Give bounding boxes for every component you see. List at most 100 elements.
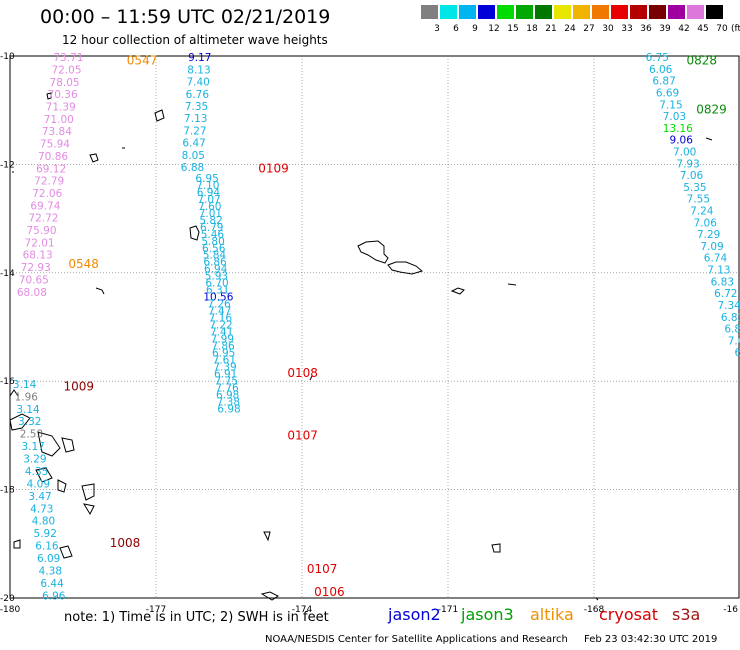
color-scale-swatch [421, 5, 438, 19]
wave-height-value: 6.94 [197, 187, 221, 199]
color-scale-label: 39 [659, 24, 671, 34]
color-scale-label: 36 [640, 24, 652, 34]
wave-height-value: 6.44 [40, 578, 64, 590]
color-scale-swatch [440, 5, 457, 19]
lat-tick-label: -12 [0, 160, 15, 170]
wave-height-value: 7.38 [217, 396, 240, 408]
wave-height-value: 7.01 [199, 208, 222, 220]
lat-tick-label: -20 [0, 594, 15, 604]
color-scale-swatch [706, 5, 723, 19]
wave-height-value: 6.79 [200, 222, 223, 234]
wave-height-value: 7.86 [211, 340, 235, 352]
wave-height-value: 6.98 [216, 389, 239, 401]
altimeter-tracks: 73.7172.0578.0570.3671.3971.0073.8475.94… [13, 52, 740, 602]
wave-height-value: 6.76 [186, 89, 210, 101]
island-fiji-4 [35, 467, 53, 483]
wave-height-value: 4.73 [30, 503, 53, 515]
color-scale-label: 12 [488, 24, 500, 34]
wave-height-value: 7.22 [209, 320, 232, 332]
wave-height-value: 4.35 [25, 466, 48, 478]
wave-height-value: 7.26 [207, 299, 231, 311]
wave-height-value: 71.39 [46, 101, 76, 113]
wave-height-value: 7.13 [707, 265, 730, 277]
generated-timestamp: Feb 23 03:42:30 UTC 2019 [584, 634, 718, 645]
island-savaii [357, 240, 389, 264]
pass-time-label: 0828 [686, 53, 717, 67]
wave-height-value: 6.95 [212, 347, 235, 359]
island-e-2 [595, 597, 599, 601]
lat-tick-label: -18 [0, 486, 15, 496]
color-scale-swatch [535, 5, 552, 19]
color-scale-swatch [459, 5, 476, 19]
color-scale-label: 24 [564, 24, 576, 34]
color-scale-label: 42 [678, 24, 690, 34]
wave-height-value: 68.13 [23, 250, 53, 262]
lat-tick-label: -14 [0, 269, 15, 279]
wave-height-value: 7.27 [183, 125, 206, 137]
wave-height-value: 7.09 [700, 241, 723, 253]
wave-height-value: 75.94 [40, 139, 70, 151]
wave-height-value: 6.8 [735, 347, 740, 359]
color-scale-label: 45 [697, 24, 709, 34]
wave-height-value: 6.72 [714, 288, 737, 300]
wave-height-value: 72.79 [34, 176, 64, 188]
wave-height-value: 72.01 [25, 237, 55, 249]
footnote: note: 1) Time is in UTC; 2) SWH is in fe… [64, 610, 329, 625]
wave-height-value: 7.13 [184, 113, 207, 125]
island-nw-2 [89, 153, 99, 163]
wave-height-value: 7.41 [210, 327, 233, 339]
color-scale-label: 33 [621, 24, 633, 34]
wave-height-value: 7.60 [198, 201, 221, 213]
wave-height-value: 3.47 [28, 491, 51, 503]
wave-height-value: 7.40 [186, 77, 209, 89]
color-scale-label: 9 [472, 24, 478, 34]
lon-tick-label: -171 [438, 605, 458, 615]
wave-height-value: 70.36 [48, 89, 78, 101]
island-upolu [387, 261, 424, 275]
wave-height-value: 6.86 [203, 257, 227, 269]
wave-height-value: 72.93 [21, 262, 51, 274]
color-scale-swatch [611, 5, 628, 19]
wave-height-value: 1.96 [15, 391, 39, 403]
island-tonga-2 [260, 591, 279, 601]
wave-height-value: 6.69 [656, 87, 679, 99]
wave-height-value: 69.12 [36, 163, 66, 175]
map-frame [9, 55, 740, 599]
wave-height-value: 7.03 [663, 111, 686, 123]
wave-height-value: 7.00 [673, 147, 696, 159]
wave-height-value: 6.06 [649, 64, 673, 76]
pass-time-label: 0829 [696, 103, 727, 117]
wave-height-value: 5.92 [34, 528, 57, 540]
color-scale-swatch [630, 5, 647, 19]
wave-height-value: 72.06 [32, 188, 62, 200]
wave-height-value: 5.35 [683, 182, 706, 194]
lat-tick-label: -10 [0, 52, 15, 62]
wave-height-value: 78.05 [50, 77, 80, 89]
wave-height-value: 6.74 [704, 253, 728, 265]
island-fiji-9 [59, 545, 73, 559]
color-scale-label: 15 [507, 24, 519, 34]
wave-height-value: 4.80 [32, 516, 55, 528]
wave-height-value: 13.16 [663, 123, 693, 135]
color-scale-label: 30 [602, 24, 614, 34]
wave-height-value: 6.09 [37, 553, 60, 565]
color-scale-swatch [573, 5, 590, 19]
wave-height-value: 3.17 [21, 441, 44, 453]
pass-time-label: 0548 [68, 257, 99, 271]
island-fiji-5 [57, 479, 67, 493]
wave-height-value: 6.47 [182, 138, 205, 150]
wave-height-value: 7.55 [687, 194, 710, 206]
credit-line: NOAA/NESDIS Center for Satellite Applica… [265, 634, 568, 645]
wave-height-value: 8.13 [187, 64, 210, 76]
wave-height-value: 6.96 [42, 590, 66, 602]
wave-height-value: 6.75 [646, 52, 669, 64]
wave-height-value: 3.29 [23, 454, 46, 466]
wave-height-value: 6.94 [204, 264, 228, 276]
wave-height-value: 7.29 [697, 229, 720, 241]
color-scale-unit: (ft) [731, 24, 740, 34]
island-small-2 [95, 287, 105, 295]
wave-height-value: 72.05 [51, 64, 81, 76]
wave-height-value: 70.65 [19, 274, 49, 286]
wave-height-value: 7.39 [213, 361, 236, 373]
wave-height-value: 6.16 [35, 541, 59, 553]
